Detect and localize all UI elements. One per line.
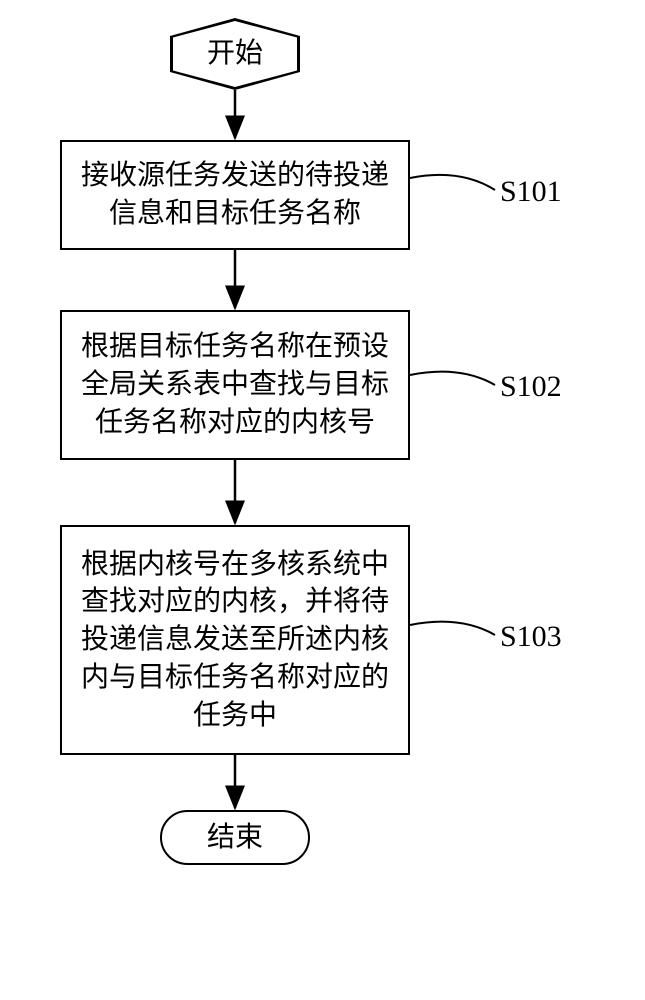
flowchart-canvas: 开始 接收源任务发送的待投递 信息和目标任务名称 根据目标任务名称在预设 全局关… bbox=[0, 0, 645, 1000]
label-s103: S103 bbox=[500, 620, 562, 654]
step-s102-text: 根据目标任务名称在预设 全局关系表中查找与目标 任务名称对应的内核号 bbox=[81, 328, 389, 441]
label-s102: S102 bbox=[500, 370, 562, 404]
connector-s101 bbox=[410, 175, 495, 190]
step-s103: 根据内核号在多核系统中 查找对应的内核，并将待 投递信息发送至所述内核 内与目标… bbox=[60, 525, 410, 755]
start-node-text: 开始 bbox=[207, 35, 263, 73]
step-s101-text: 接收源任务发送的待投递 信息和目标任务名称 bbox=[81, 157, 389, 233]
label-s101: S101 bbox=[500, 175, 562, 209]
connector-s102 bbox=[410, 372, 495, 385]
end-node-text: 结束 bbox=[207, 819, 263, 857]
step-s101: 接收源任务发送的待投递 信息和目标任务名称 bbox=[60, 140, 410, 250]
end-node: 结束 bbox=[160, 810, 310, 865]
step-s102: 根据目标任务名称在预设 全局关系表中查找与目标 任务名称对应的内核号 bbox=[60, 310, 410, 460]
step-s103-text: 根据内核号在多核系统中 查找对应的内核，并将待 投递信息发送至所述内核 内与目标… bbox=[81, 546, 389, 735]
connector-s103 bbox=[410, 622, 495, 635]
